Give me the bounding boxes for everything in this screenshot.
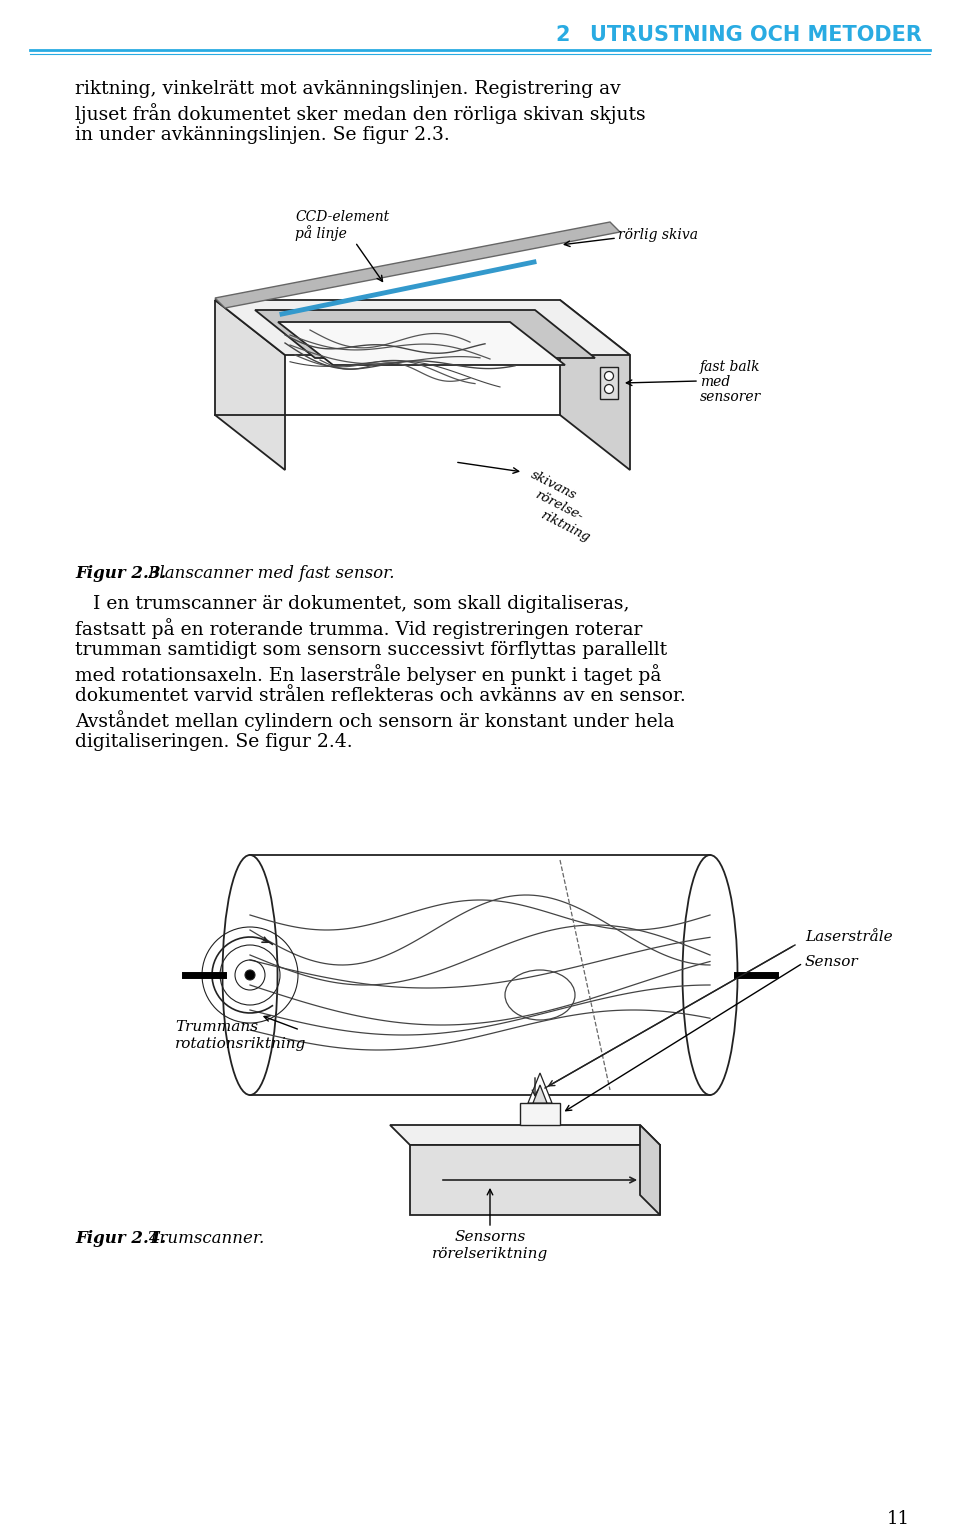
Text: med: med: [700, 375, 731, 389]
Text: dokumentet varvid strålen reflekteras och avkänns av en sensor.: dokumentet varvid strålen reflekteras oc…: [75, 687, 685, 705]
Polygon shape: [390, 1125, 660, 1145]
Text: fastsatt på en roterande trumma. Vid registreringen roterar: fastsatt på en roterande trumma. Vid reg…: [75, 618, 642, 639]
Text: 2: 2: [556, 25, 570, 45]
Text: UTRUSTNING OCH METODER: UTRUSTNING OCH METODER: [590, 25, 922, 45]
Text: riktning, vinkelrätt mot avkänningslinjen. Registrering av: riktning, vinkelrätt mot avkänningslinje…: [75, 80, 621, 98]
Polygon shape: [520, 1104, 560, 1125]
Text: CCD-element: CCD-element: [295, 211, 389, 224]
Circle shape: [605, 384, 613, 393]
Text: fast balk: fast balk: [700, 360, 760, 373]
Polygon shape: [278, 321, 565, 364]
Text: på linje: på linje: [295, 224, 347, 241]
Text: rotationsriktning: rotationsriktning: [175, 1037, 306, 1051]
Polygon shape: [410, 1145, 660, 1216]
Polygon shape: [528, 1073, 552, 1104]
Polygon shape: [560, 300, 630, 470]
Polygon shape: [215, 300, 285, 470]
Text: rörelseriktning: rörelseriktning: [432, 1247, 548, 1260]
Text: Trumscanner.: Trumscanner.: [143, 1230, 264, 1247]
Text: Sensorns: Sensorns: [454, 1230, 526, 1243]
Ellipse shape: [683, 855, 737, 1094]
Text: Laserstråle: Laserstråle: [805, 930, 893, 944]
Text: rörlig skiva: rörlig skiva: [618, 227, 698, 241]
Circle shape: [245, 970, 255, 981]
Polygon shape: [250, 855, 710, 1094]
Circle shape: [605, 372, 613, 381]
Text: rörelse-: rörelse-: [533, 489, 586, 523]
Polygon shape: [255, 310, 595, 358]
Text: Sensor: Sensor: [805, 954, 858, 968]
Text: Trummans: Trummans: [175, 1021, 258, 1034]
Text: skivans: skivans: [528, 467, 578, 503]
Text: med rotationsaxeln. En laserstråle belyser en punkt i taget på: med rotationsaxeln. En laserstråle belys…: [75, 664, 661, 686]
Text: ljuset från dokumentet sker medan den rörliga skivan skjuts: ljuset från dokumentet sker medan den rö…: [75, 103, 646, 124]
Text: riktning: riktning: [538, 509, 591, 544]
Polygon shape: [640, 1125, 660, 1216]
Text: trumman samtidigt som sensorn successivt förflyttas parallellt: trumman samtidigt som sensorn successivt…: [75, 641, 667, 659]
Polygon shape: [215, 300, 630, 355]
Text: Figur 2.3.: Figur 2.3.: [75, 566, 166, 583]
Text: Figur 2.4.: Figur 2.4.: [75, 1230, 166, 1247]
Polygon shape: [215, 221, 620, 307]
Text: 11: 11: [887, 1509, 910, 1528]
Polygon shape: [533, 1085, 547, 1104]
Polygon shape: [600, 367, 618, 400]
Text: digitaliseringen. Se figur 2.4.: digitaliseringen. Se figur 2.4.: [75, 733, 352, 752]
Text: Avståndet mellan cylindern och sensorn är konstant under hela: Avståndet mellan cylindern och sensorn ä…: [75, 710, 675, 732]
Text: sensorer: sensorer: [700, 390, 761, 404]
Ellipse shape: [223, 855, 277, 1094]
Text: Planscanner med fast sensor.: Planscanner med fast sensor.: [143, 566, 395, 583]
Text: in under avkänningslinjen. Se figur 2.3.: in under avkänningslinjen. Se figur 2.3.: [75, 126, 449, 144]
Text: I en trumscanner är dokumentet, som skall digitaliseras,: I en trumscanner är dokumentet, som skal…: [75, 595, 630, 613]
